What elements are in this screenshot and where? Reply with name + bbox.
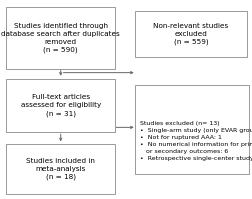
FancyBboxPatch shape xyxy=(6,79,115,132)
Text: Non-relevant studies
excluded
(n = 559): Non-relevant studies excluded (n = 559) xyxy=(153,22,228,45)
FancyBboxPatch shape xyxy=(6,7,115,69)
FancyBboxPatch shape xyxy=(135,85,248,174)
Text: Studies excluded (n= 13)
•  Single-arm study (only EVAR group): 2
•  Not for rup: Studies excluded (n= 13) • Single-arm st… xyxy=(140,121,252,161)
FancyBboxPatch shape xyxy=(6,144,115,194)
Text: Full-text articles
assessed for eligibility
(n = 31): Full-text articles assessed for eligibil… xyxy=(20,94,101,117)
Text: Studies identified through
database search after duplicates
removed
(n = 590): Studies identified through database sear… xyxy=(1,22,120,53)
FancyBboxPatch shape xyxy=(135,11,246,57)
Text: Studies included in
meta-analysis
(n = 18): Studies included in meta-analysis (n = 1… xyxy=(26,158,95,180)
